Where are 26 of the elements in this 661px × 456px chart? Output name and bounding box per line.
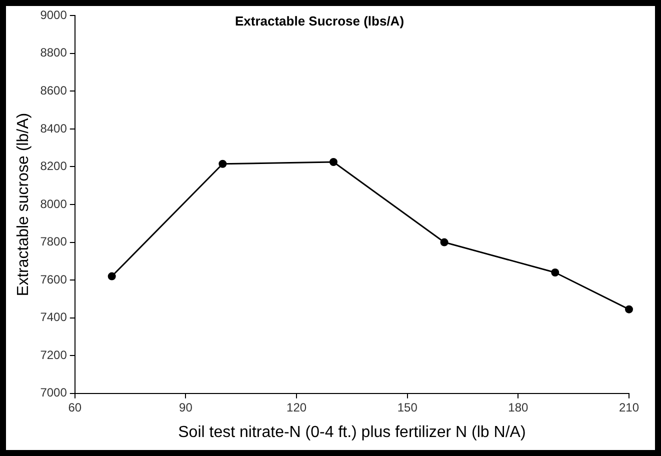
- point: [625, 305, 633, 314]
- y-tick-label: 7000: [40, 386, 68, 400]
- x-tick-label: 180: [508, 400, 529, 415]
- x-tick-label: 120: [286, 400, 307, 415]
- y-tick-label: 8200: [40, 159, 68, 174]
- point: [108, 272, 116, 280]
- y-tick-label: 7400: [40, 310, 68, 324]
- y-tick-label: 8000: [40, 196, 68, 211]
- point: [440, 238, 448, 246]
- x-tick-label: 90: [179, 400, 193, 415]
- x-tick-label: 150: [397, 400, 418, 415]
- chart-title: Extractable Sucrose (lbs/A): [234, 13, 404, 28]
- y-tick-label: 8400: [40, 121, 68, 136]
- y-tick-label: 9000: [40, 8, 68, 22]
- y-axis-title: Extractable sucrose (lb/A): [15, 112, 32, 296]
- y-tick-label: 8800: [40, 46, 68, 60]
- y-tick-label: 7800: [40, 234, 68, 249]
- point: [218, 160, 227, 168]
- point: [551, 268, 560, 277]
- point: [329, 158, 338, 166]
- y-tick-label: 7200: [40, 348, 68, 362]
- x-axis-title: Soil test nitrate-N (0-4 ft.) plus fertilizer N (lb N/A): [178, 424, 526, 441]
- y-tick-label: 8600: [40, 83, 68, 98]
- x-tick-label: 60: [68, 400, 82, 415]
- x-tick-label: 210: [618, 400, 640, 415]
- y-tick-label: 7600: [40, 272, 68, 286]
